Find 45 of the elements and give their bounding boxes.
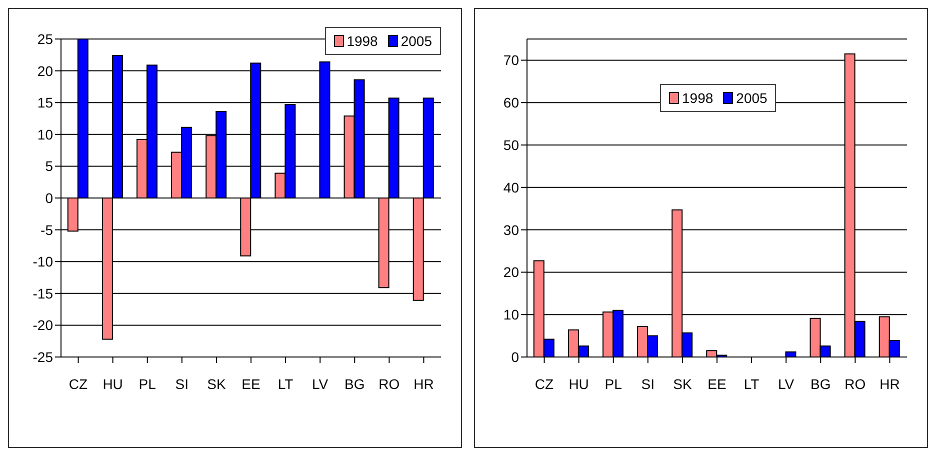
x-tick-label: LT bbox=[744, 376, 760, 392]
legend-label: 2005 bbox=[736, 90, 768, 106]
y-tick-label: 15 bbox=[37, 94, 54, 111]
x-tick-label: BG bbox=[810, 376, 831, 392]
x-tick-label: LT bbox=[278, 376, 294, 392]
y-tick-label: 0 bbox=[511, 348, 520, 365]
x-tick-label: PL bbox=[604, 376, 622, 392]
legend-label: 2005 bbox=[400, 33, 432, 49]
x-tick-label: CZ bbox=[534, 376, 554, 392]
y-tick-label: -20 bbox=[32, 317, 54, 334]
x-tick-label: SI bbox=[641, 376, 655, 392]
x-tick-label: HR bbox=[880, 376, 900, 392]
x-tick-label: LV bbox=[778, 376, 795, 392]
x-tick-label: PL bbox=[138, 376, 156, 392]
x-tick-label: CZ bbox=[68, 376, 88, 392]
y-tick-label: -10 bbox=[32, 254, 54, 270]
x-tick-label: HU bbox=[102, 376, 123, 392]
x-tick-label: LV bbox=[312, 376, 329, 392]
y-tick-label: -25 bbox=[32, 348, 54, 365]
x-tick-label: HR bbox=[414, 376, 434, 392]
legend-label: 1998 bbox=[682, 90, 714, 106]
y-tick-label: 20 bbox=[37, 62, 54, 79]
y-tick-label: 30 bbox=[503, 222, 520, 238]
y-tick-label: 10 bbox=[503, 306, 520, 323]
x-tick-label: EE bbox=[242, 376, 260, 392]
y-tick-label: 25 bbox=[37, 30, 54, 47]
y-tick-label: -15 bbox=[32, 285, 54, 302]
y-tick-label: 70 bbox=[503, 52, 520, 68]
x-tick-label: RO bbox=[378, 376, 400, 392]
y-tick-label: 40 bbox=[503, 179, 520, 196]
y-tick-label: 0 bbox=[45, 190, 54, 206]
x-tick-label: SI bbox=[175, 376, 189, 392]
y-tick-label: 5 bbox=[45, 158, 54, 174]
x-tick-label: SK bbox=[207, 376, 226, 392]
y-tick-label: 60 bbox=[503, 94, 520, 111]
x-tick-label: BG bbox=[344, 376, 365, 392]
x-tick-label: SK bbox=[673, 376, 692, 392]
x-tick-label: RO bbox=[844, 376, 866, 392]
legend-label: 1998 bbox=[346, 33, 378, 49]
x-tick-label: EE bbox=[708, 376, 726, 392]
y-tick-label: 20 bbox=[503, 264, 520, 280]
y-tick-label: 50 bbox=[503, 136, 520, 153]
y-tick-label: 10 bbox=[37, 126, 54, 142]
x-tick-label: HU bbox=[568, 376, 589, 392]
y-tick-label: -5 bbox=[40, 222, 54, 238]
